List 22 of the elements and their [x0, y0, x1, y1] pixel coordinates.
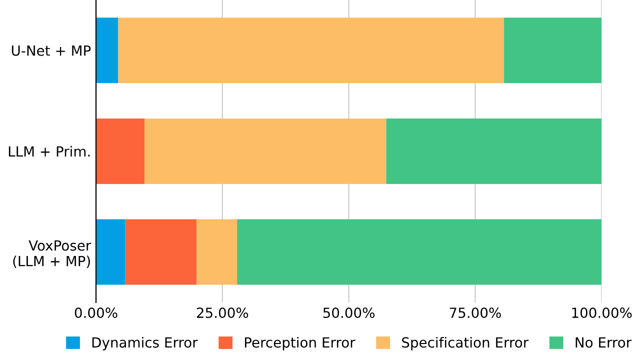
bar [96, 219, 126, 285]
y-tick-label: LLM + Prim. [8, 146, 90, 156]
x-tick-label: 0.00% [74, 308, 118, 318]
legend-label: Perception Error [244, 336, 356, 350]
x-tick-label: 100.00% [572, 308, 632, 318]
bar [96, 18, 118, 84]
x-tick-label: 25.00% [196, 308, 248, 318]
x-tick-label: 75.00% [450, 308, 501, 318]
bar [96, 118, 145, 184]
bar [386, 118, 602, 184]
bar [125, 219, 197, 285]
legend-label: Dynamics Error [92, 336, 198, 350]
legend-label: No Error [576, 337, 632, 348]
x-tick-label: 50.00% [323, 308, 375, 318]
bar [118, 18, 504, 84]
bar [504, 18, 602, 84]
bar [196, 219, 238, 285]
legend-label: Specification Error [402, 336, 529, 350]
bar [237, 219, 602, 285]
bar [144, 118, 386, 184]
y-tick-label: VoxPoser (LLM + MP) [13, 240, 92, 268]
y-tick-label: U-Net + MP [12, 46, 91, 56]
